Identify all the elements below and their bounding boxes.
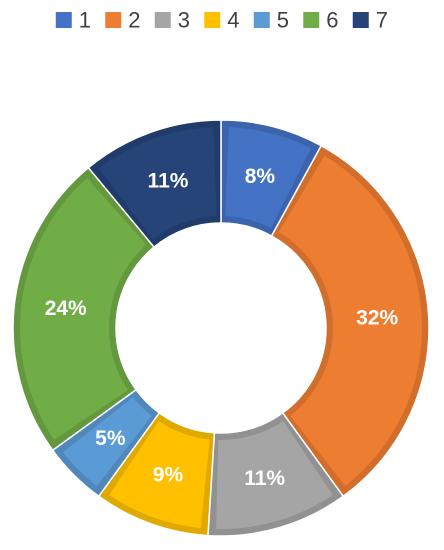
slice-7 [87, 119, 222, 249]
slice-2-face [278, 155, 422, 486]
data-label-6: 24% [45, 297, 87, 320]
legend-item-6: 6 [303, 8, 339, 33]
legend-swatch-3 [154, 12, 171, 28]
legend-item-5: 5 [253, 8, 289, 33]
legend-label-2: 2 [128, 8, 140, 33]
legend-swatch-2 [105, 12, 122, 28]
legend-item-1: 1 [55, 8, 91, 33]
legend-item-3: 3 [154, 8, 190, 33]
legend-label-5: 5 [277, 8, 289, 33]
data-label-1: 8% [245, 165, 276, 188]
data-label-5: 5% [95, 427, 126, 450]
chart-slices [12, 119, 430, 537]
slice-1 [220, 119, 323, 238]
legend-swatch-6 [303, 12, 320, 28]
legend-item-2: 2 [105, 8, 141, 33]
data-label-3: 11% [244, 467, 285, 490]
legend-item-7: 7 [352, 8, 388, 33]
legend-swatch-5 [253, 12, 270, 28]
legend-label-4: 4 [227, 8, 239, 33]
legend-swatch-4 [204, 12, 221, 28]
slice-5-face [63, 397, 152, 486]
slice-6 [12, 166, 156, 452]
data-label-2: 32% [356, 307, 398, 330]
legend-label-1: 1 [79, 8, 91, 33]
slice-4-face [109, 421, 210, 528]
legend-label-6: 6 [326, 8, 338, 33]
legend-label-3: 3 [178, 8, 190, 33]
slice-2 [270, 144, 430, 498]
data-label-4: 9% [153, 464, 184, 487]
slice-3-face [216, 421, 333, 529]
legend-swatch-7 [352, 12, 369, 28]
chart-data-labels: 8% 32% 11% 9% 5% 24% 11% [45, 165, 399, 490]
slice-6-face [19, 178, 147, 440]
legend-label-7: 7 [376, 8, 388, 33]
slice-1-face [225, 127, 311, 228]
slice-7-face [98, 127, 217, 240]
chart-legend: 1 2 3 4 5 6 7 [55, 8, 388, 33]
slice-3 [207, 411, 345, 537]
data-label-7: 11% [148, 169, 189, 192]
legend-swatch-1 [55, 12, 72, 28]
legend-item-4: 4 [204, 8, 240, 33]
